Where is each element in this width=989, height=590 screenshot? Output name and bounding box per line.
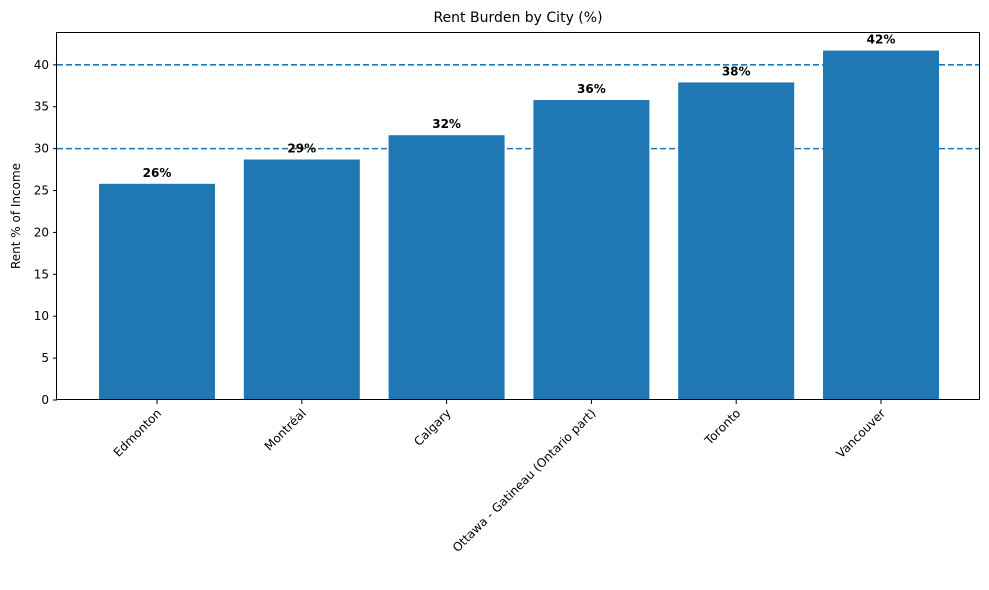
x-tick-label: Vancouver (834, 406, 889, 461)
reference-lines-group (57, 64, 980, 150)
bar-value-label: 29% (287, 142, 316, 156)
y-tick-label: 30 (34, 142, 49, 156)
y-tick-label: 20 (34, 225, 49, 239)
bar-value-label: 26% (143, 166, 172, 180)
y-axis-label: Rent % of Income (9, 163, 23, 269)
x-tick-label: Montréal (262, 406, 309, 453)
bar (99, 183, 215, 400)
plot-frame (56, 32, 980, 400)
bar (533, 100, 650, 400)
bars-group (99, 50, 939, 401)
y-tick-label: 25 (34, 184, 49, 198)
chart-title: Rent Burden by City (%) (433, 10, 602, 26)
y-tick-label: 40 (34, 58, 49, 72)
y-axis: 0 5 10 15 20 25 30 35 40 (34, 58, 57, 407)
bar (678, 82, 795, 401)
x-tick-label: Edmonton (111, 406, 164, 459)
bar (243, 159, 360, 400)
bar-value-label: 38% (722, 64, 751, 78)
x-tick-label: Toronto (701, 406, 743, 448)
bar (388, 135, 505, 400)
bar-value-label: 42% (867, 33, 896, 47)
bar-value-label: 36% (577, 82, 606, 96)
x-tick-label: Ottawa - Gatineau (Ontario part) (450, 406, 599, 555)
y-tick-label: 0 (41, 393, 49, 407)
y-tick-label: 10 (34, 309, 49, 323)
y-tick-label: 5 (41, 351, 49, 365)
x-tick-label: Calgary (411, 406, 453, 448)
y-tick-label: 35 (34, 100, 49, 114)
bar (823, 50, 939, 401)
y-tick-label: 15 (34, 267, 49, 281)
bar-value-label: 32% (432, 117, 461, 131)
bar-labels-group: 26% 29% 32% 36% 38% 42% (143, 33, 896, 180)
